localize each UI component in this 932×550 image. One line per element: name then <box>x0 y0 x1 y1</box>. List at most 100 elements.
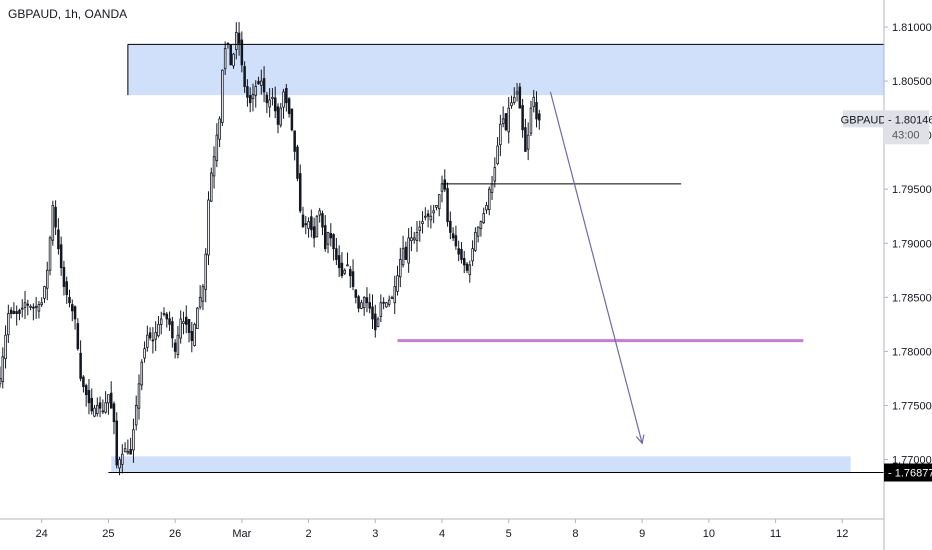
candle-body <box>518 86 522 109</box>
candle-body <box>390 296 394 299</box>
candle-body <box>198 296 202 308</box>
candle-body <box>246 86 249 98</box>
candle-body <box>260 80 263 86</box>
candle-body <box>254 86 258 96</box>
candle-body <box>140 361 144 386</box>
candle-body <box>57 229 60 250</box>
candle-body <box>68 296 71 304</box>
candle-body <box>399 259 402 278</box>
candle-body <box>221 69 224 123</box>
candle-body <box>93 407 96 417</box>
candle-body <box>229 44 232 66</box>
candle-body <box>457 248 460 255</box>
candle-body <box>96 405 99 414</box>
candle-body <box>43 286 46 299</box>
candle-body <box>182 321 185 324</box>
candle-body <box>318 210 321 216</box>
candle-body <box>76 323 80 350</box>
y-tick-label: 1.78500 <box>892 292 932 304</box>
candle-body <box>126 451 130 454</box>
candle-body <box>374 313 377 331</box>
candle-body <box>435 205 438 208</box>
candle-body <box>387 299 391 305</box>
y-tick-label: 1.77500 <box>892 400 932 412</box>
candle-body <box>332 234 335 250</box>
candle-body <box>432 210 435 214</box>
candle-body <box>157 323 160 337</box>
candle-body <box>460 248 463 260</box>
last-price-badge <box>884 110 929 145</box>
candle-body <box>107 394 110 404</box>
candle-body <box>465 263 469 271</box>
candle-body <box>176 334 180 356</box>
candle-body <box>112 403 116 423</box>
x-tick-label: 3 <box>372 528 378 540</box>
candle-body <box>529 107 533 134</box>
x-tick-label: 25 <box>102 528 114 540</box>
candle-body <box>268 99 271 108</box>
candle-body <box>82 376 85 387</box>
candle-body <box>323 225 327 250</box>
candle-body <box>129 448 132 455</box>
candle-body <box>474 232 477 251</box>
candle-body <box>296 146 299 179</box>
candle-body <box>396 275 399 292</box>
candle-body <box>393 286 397 304</box>
candle-body <box>240 39 244 66</box>
candle-body <box>499 123 502 146</box>
candle-body <box>279 107 283 126</box>
candle-body <box>171 321 174 339</box>
candle-body <box>424 215 427 218</box>
candle-body <box>262 78 266 93</box>
candle-body <box>201 286 205 302</box>
candle-body <box>513 96 516 103</box>
candle-body <box>449 220 452 233</box>
candle-body <box>443 179 447 190</box>
candle-body <box>293 130 296 152</box>
candle-body <box>410 237 413 241</box>
candle-body <box>521 105 524 131</box>
candle-body <box>362 296 366 309</box>
candle-body <box>79 352 82 379</box>
candle-body <box>337 255 341 269</box>
candle-body <box>276 106 280 125</box>
candle-body <box>257 80 260 85</box>
y-tick-label: 1.79000 <box>892 238 932 250</box>
candle-body <box>482 213 485 224</box>
candle-body <box>468 264 472 275</box>
candle-body <box>301 214 305 228</box>
symbol-badge-label: GBPAUD <box>841 114 887 126</box>
candle-body <box>462 258 466 266</box>
candle-body <box>357 296 360 309</box>
candle-body <box>418 226 422 231</box>
candle-body <box>54 206 57 228</box>
x-tick-label: 10 <box>703 528 715 540</box>
projection-arrow-head <box>635 434 645 445</box>
candle-body <box>196 307 199 330</box>
candle-body <box>496 145 499 165</box>
candle-body <box>165 313 169 320</box>
candle-body <box>159 318 163 325</box>
candle-body <box>385 302 388 308</box>
candle-body <box>326 232 330 245</box>
candle-body <box>184 316 188 325</box>
x-tick-label: 11 <box>770 528 781 540</box>
demand-zone <box>111 456 851 473</box>
candle-body <box>451 233 455 239</box>
candle-body <box>401 248 405 266</box>
candle-body <box>315 215 319 238</box>
candle-body <box>504 113 508 131</box>
candle-body <box>507 107 510 133</box>
candle-body <box>0 378 2 385</box>
candle-body <box>137 383 141 409</box>
candle-body <box>87 390 91 404</box>
candle-body <box>59 244 63 269</box>
candle-body <box>526 134 530 150</box>
low-price-value: - 1.76877 <box>888 468 932 480</box>
candle-body <box>538 113 541 121</box>
candle-body <box>193 323 196 346</box>
low-price-badge <box>884 463 932 482</box>
candle-body <box>304 223 308 226</box>
last-price-value: - 1.80146 <box>888 114 932 126</box>
